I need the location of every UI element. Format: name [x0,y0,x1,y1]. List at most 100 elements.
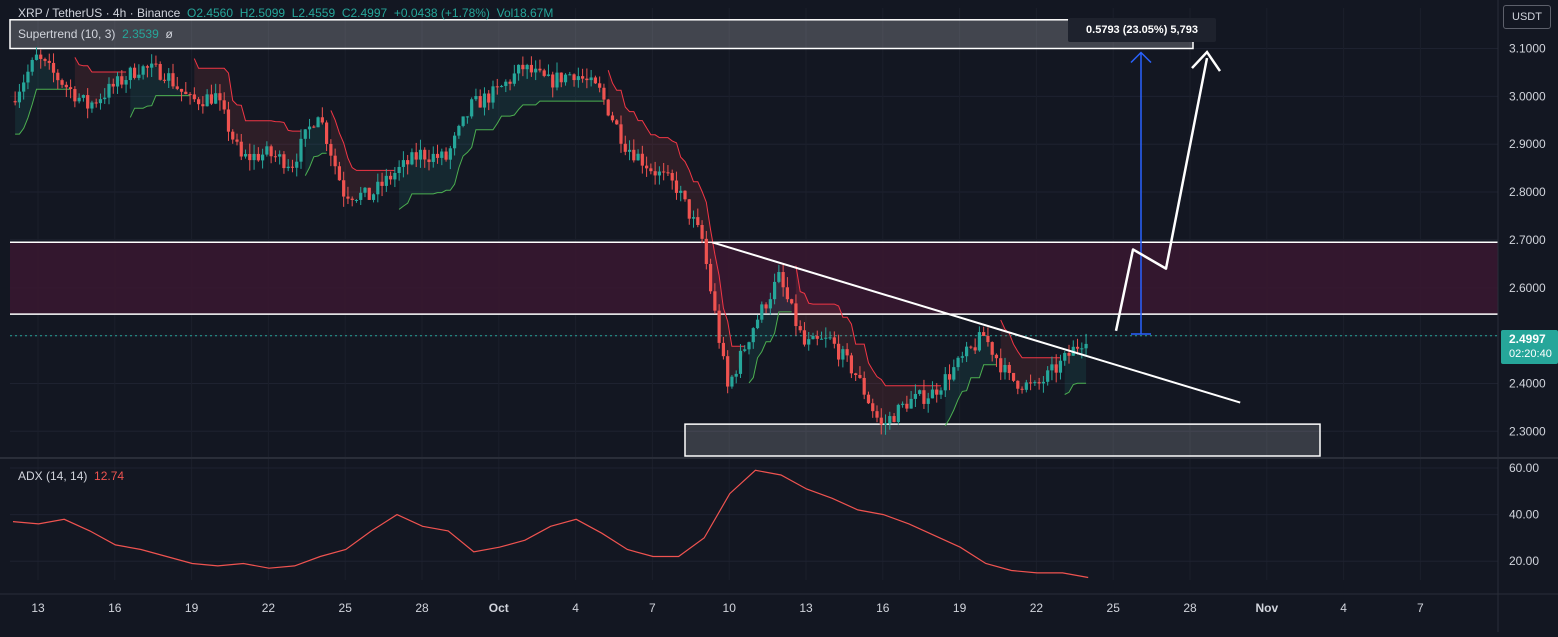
candle-body [162,79,167,81]
candle-body [977,332,981,351]
candle-body [414,152,418,160]
candle-body [777,272,781,282]
supertrend-line [15,88,71,135]
candle-body [990,342,994,355]
symbol-legend[interactable]: XRP / TetherUS · 4h · Binance O2.4560 H2… [18,6,553,20]
candle-body [295,161,299,168]
candle-body [90,102,94,109]
symbol-name[interactable]: XRP / TetherUS · 4h · Binance [18,6,181,20]
ohlc-close: C2.4997 [341,6,388,20]
candle-body [222,100,226,110]
candle-body [670,173,674,181]
candle-body [858,375,862,378]
candle-body [926,398,930,404]
candle-body [359,192,363,200]
supertrend-fill [1064,346,1087,395]
candle-body [179,88,184,92]
adx-name[interactable]: ADX (14, 14) [18,469,88,483]
candle-body [935,389,939,395]
candle-body [444,151,448,160]
resistance-zone [10,242,1498,315]
candle-body [128,67,132,81]
candle-body [205,94,209,107]
candle-body [1041,381,1045,384]
candle-body [316,117,320,128]
candle-body [303,129,307,139]
candle-body [235,139,239,142]
time-tick-label: Oct [489,601,509,615]
candle-body [815,336,819,339]
candle-body [1050,364,1054,371]
candle-body [278,154,282,157]
candle-body [738,350,743,374]
candle-body [218,93,222,101]
candle-body [837,343,841,360]
candle-body [145,66,149,68]
candle-body [598,83,602,88]
candle-body [290,166,295,168]
candle-body [418,149,423,160]
candle-body [22,82,26,92]
candle-body [34,54,39,60]
supertrend-fill [130,63,191,118]
candle-body [892,416,896,423]
candle-body [47,60,51,63]
supertrend-line [398,100,604,210]
candle-body [150,63,154,68]
candle-body [26,71,30,83]
supertrend-legend[interactable]: Supertrend (10, 3) 2.3539 ø [18,27,173,41]
candle-body [845,349,849,356]
candle-body [423,149,427,160]
candle-body [43,58,47,61]
price-tick-label: 2.6000 [1509,281,1546,295]
supertrend-line [795,265,941,387]
time-tick-label: 10 [723,601,737,615]
currency-button[interactable]: USDT [1503,5,1551,29]
candle-body [866,394,871,404]
candle-body [811,336,815,340]
supertrend-line [129,95,191,118]
candle-body [248,153,252,161]
candle-body [627,149,632,152]
candle-body [871,403,875,412]
adx-tick-label: 60.00 [1509,461,1539,475]
supertrend-indicator [15,56,1087,426]
candle-body [508,81,512,84]
supertrend-fill [330,110,395,200]
adx-tick-label: 20.00 [1509,554,1539,568]
supertrend-name[interactable]: Supertrend (10, 3) [18,27,116,41]
candle-body [542,70,546,76]
candle-body [299,138,303,162]
candle-body [517,64,521,74]
supertrend-fill [305,119,327,176]
supertrend-fill [399,67,604,210]
candle-body [256,153,260,161]
candle-body [371,194,376,200]
last-price-value: 2.4997 [1509,332,1546,346]
volume-value: Vol18.67M [496,6,554,20]
candle-body [568,74,572,76]
candle-body [999,358,1003,373]
adx-legend[interactable]: ADX (14, 14) 12.74 [18,469,124,483]
drawing-zones[interactable] [9,19,1498,457]
candle-body [623,143,627,152]
candle-body [841,349,845,360]
candle-body [525,64,529,70]
candle-body [896,404,900,423]
drawings[interactable] [711,50,1241,404]
candle-body [440,151,444,158]
candle-body [1016,380,1020,389]
measure-label: 0.5793 (23.05%) 5,793 [1068,18,1216,42]
candle-body [499,85,504,87]
candle-body [576,76,580,81]
supertrend-line [1064,382,1087,395]
candle-body [982,332,986,336]
candle-body [512,73,516,84]
supertrend-fill [945,334,997,426]
candle-body [94,102,98,104]
candle-body [64,84,68,88]
candle-body [679,190,683,193]
candle-body [137,74,141,78]
